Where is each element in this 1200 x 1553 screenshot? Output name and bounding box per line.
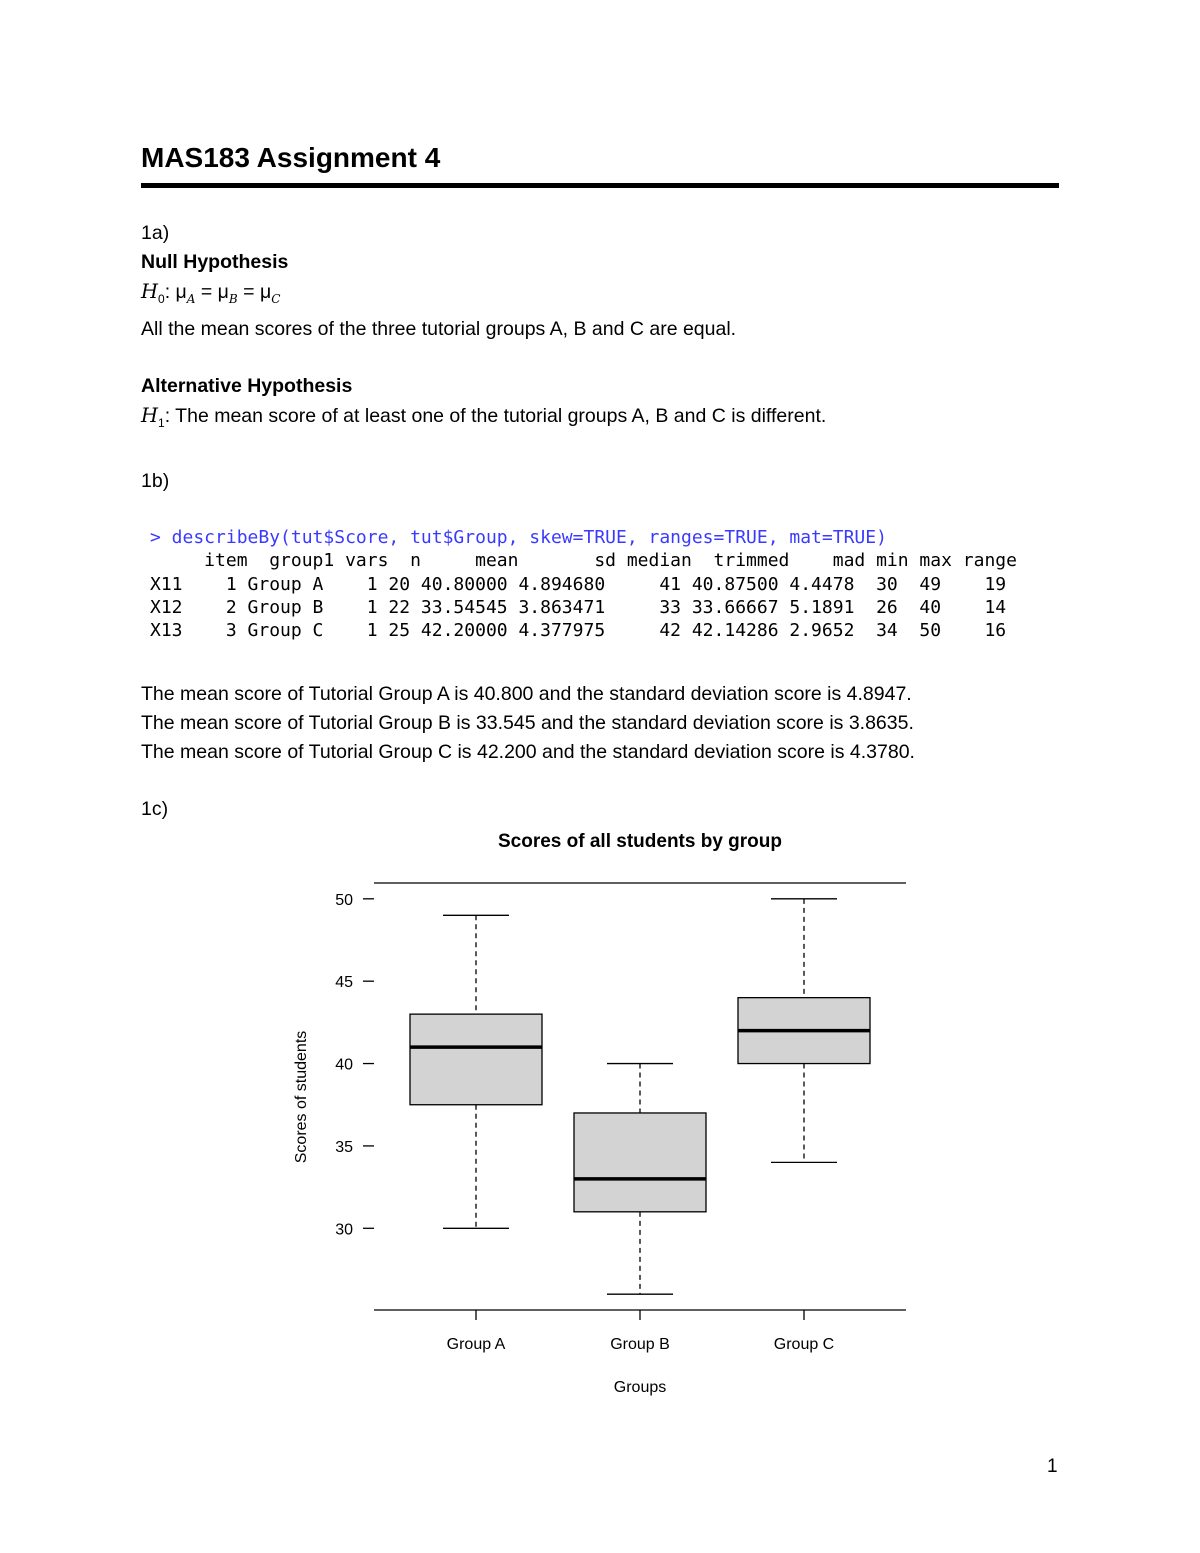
- mu: = μ: [195, 281, 229, 303]
- page-title: MAS183 Assignment 4: [141, 142, 441, 173]
- r-table-header: item group1 vars n mean sd median trimme…: [150, 550, 1017, 572]
- r-table-row: X11 1 Group A 1 20 40.80000 4.894680 41 …: [150, 573, 1007, 595]
- r-command: > describeBy(tut$Score, tut$Group, skew=…: [150, 527, 887, 548]
- h0-equation: H0: μA = μB = μC: [141, 280, 280, 306]
- x-axis-label: Groups: [614, 1379, 666, 1396]
- title-rule: [141, 183, 1059, 188]
- h1-symbol: H: [141, 404, 159, 427]
- box-group-b: [573, 1112, 707, 1213]
- alt-hypothesis-text: : The mean score of at least one of the …: [164, 405, 827, 427]
- summary-line: The mean score of Tutorial Group C is 42…: [141, 741, 915, 763]
- q1a-label: 1a): [141, 222, 170, 244]
- h0-symbol: H: [141, 280, 159, 303]
- h1-statement: H1: The mean score of at least one of th…: [141, 404, 826, 430]
- r-table-row: X12 2 Group B 1 22 33.54545 3.863471 33 …: [150, 596, 1007, 618]
- mu-b-sub: B: [228, 291, 238, 306]
- x-tick-label: Group C: [774, 1336, 834, 1353]
- r-output: > describeBy(tut$Score, tut$Group, skew=…: [150, 526, 1017, 642]
- y-tick-label: 45: [335, 974, 353, 991]
- chart-title: Scores of all students by group: [498, 831, 782, 852]
- h1-sub: 1: [158, 415, 165, 430]
- summary-line: The mean score of Tutorial Group B is 33…: [141, 712, 914, 734]
- summary-line: The mean score of Tutorial Group A is 40…: [141, 683, 912, 705]
- null-hypothesis-heading: Null Hypothesis: [141, 251, 289, 273]
- mu: : μ: [164, 281, 187, 303]
- box-group-a: [409, 1013, 543, 1106]
- null-hypothesis-text: All the mean scores of the three tutoria…: [141, 318, 737, 340]
- x-tick-label: Group A: [447, 1336, 506, 1353]
- y-tick-label: 35: [335, 1139, 353, 1156]
- x-tick-label: Group B: [610, 1336, 670, 1353]
- h0-sub: 0: [158, 291, 165, 306]
- page-number: 1: [1047, 1456, 1058, 1477]
- mu-c-sub: C: [271, 291, 281, 306]
- y-tick-label: 30: [335, 1221, 353, 1238]
- y-tick-label: 50: [335, 892, 353, 909]
- y-axis-label: Scores of students: [293, 1031, 310, 1164]
- alt-hypothesis-heading: Alternative Hypothesis: [141, 375, 353, 397]
- q1b-label: 1b): [141, 470, 170, 492]
- mu-a-sub: A: [186, 291, 196, 306]
- r-table-row: X13 3 Group C 1 25 42.20000 4.377975 42 …: [150, 620, 1007, 642]
- q1c-label: 1c): [141, 798, 169, 820]
- y-tick-label: 40: [335, 1057, 353, 1074]
- mu: = μ: [237, 281, 272, 303]
